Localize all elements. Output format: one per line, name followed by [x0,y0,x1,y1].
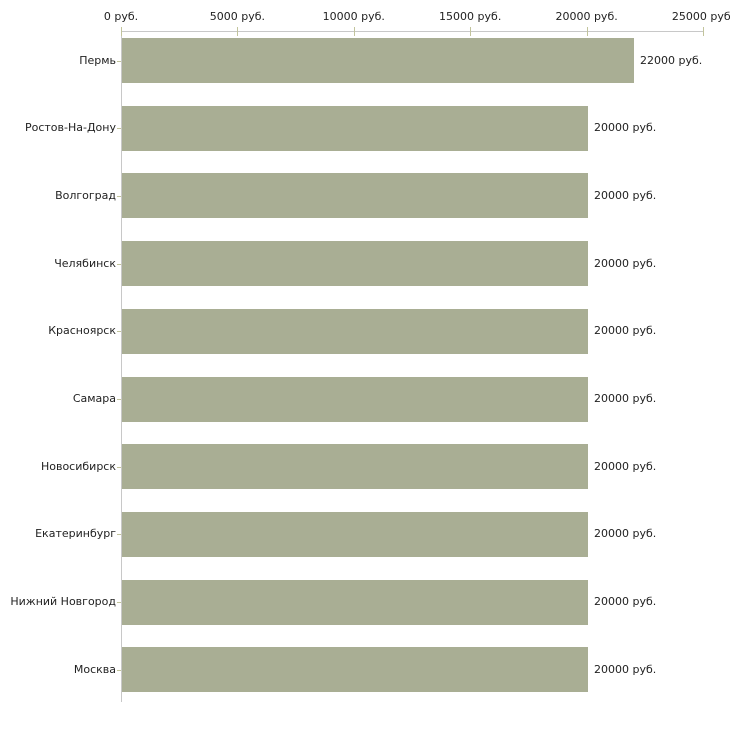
value-label: 20000 руб. [594,460,657,473]
category-tick [117,467,121,468]
category-tick [117,331,121,332]
category-label: Самара [72,392,116,405]
category-tick [117,534,121,535]
value-label: 20000 руб. [594,257,657,270]
bar [122,512,588,557]
category-label: Нижний Новгород [10,595,116,608]
category-label: Москва [73,663,116,676]
bar [122,173,588,218]
value-label: 20000 руб. [594,324,657,337]
x-axis-tick-label: 10000 руб. [322,10,385,23]
category-label: Красноярск [48,324,116,337]
x-axis-tick [470,27,471,36]
category-tick [117,670,121,671]
value-label: 20000 руб. [594,189,657,202]
category-label: Волгоград [55,189,116,202]
category-tick [117,61,121,62]
category-label: Екатеринбург [35,527,116,540]
x-axis-tick [587,27,588,36]
bar [122,38,634,83]
category-tick [117,128,121,129]
x-axis-tick-label: 15000 руб. [439,10,502,23]
x-axis-tick-label: 0 руб. [103,10,139,23]
x-axis-tick [237,27,238,36]
category-tick [117,399,121,400]
category-label: Ростов-На-Дону [24,121,116,134]
bar [122,580,588,625]
x-axis-line [121,31,703,32]
value-label: 20000 руб. [594,392,657,405]
value-label: 20000 руб. [594,595,657,608]
y-axis-line [121,31,122,702]
x-axis-tick-label: 25000 руб. [671,10,730,23]
category-tick [117,602,121,603]
bar [122,647,588,692]
bar [122,309,588,354]
x-axis-tick-label: 20000 руб. [555,10,618,23]
value-label: 20000 руб. [594,663,657,676]
category-tick [117,264,121,265]
x-axis-tick-label: 5000 руб. [209,10,266,23]
category-tick [117,196,121,197]
x-axis-tick [354,27,355,36]
value-label: 22000 руб. [640,54,703,67]
bar [122,241,588,286]
bar [122,377,588,422]
x-axis-tick [121,27,122,36]
bar [122,106,588,151]
bar [122,444,588,489]
category-label: Новосибирск [40,460,116,473]
category-label: Пермь [79,54,116,67]
value-label: 20000 руб. [594,527,657,540]
category-label: Челябинск [54,257,116,270]
x-axis-tick [703,27,704,36]
value-label: 20000 руб. [594,121,657,134]
